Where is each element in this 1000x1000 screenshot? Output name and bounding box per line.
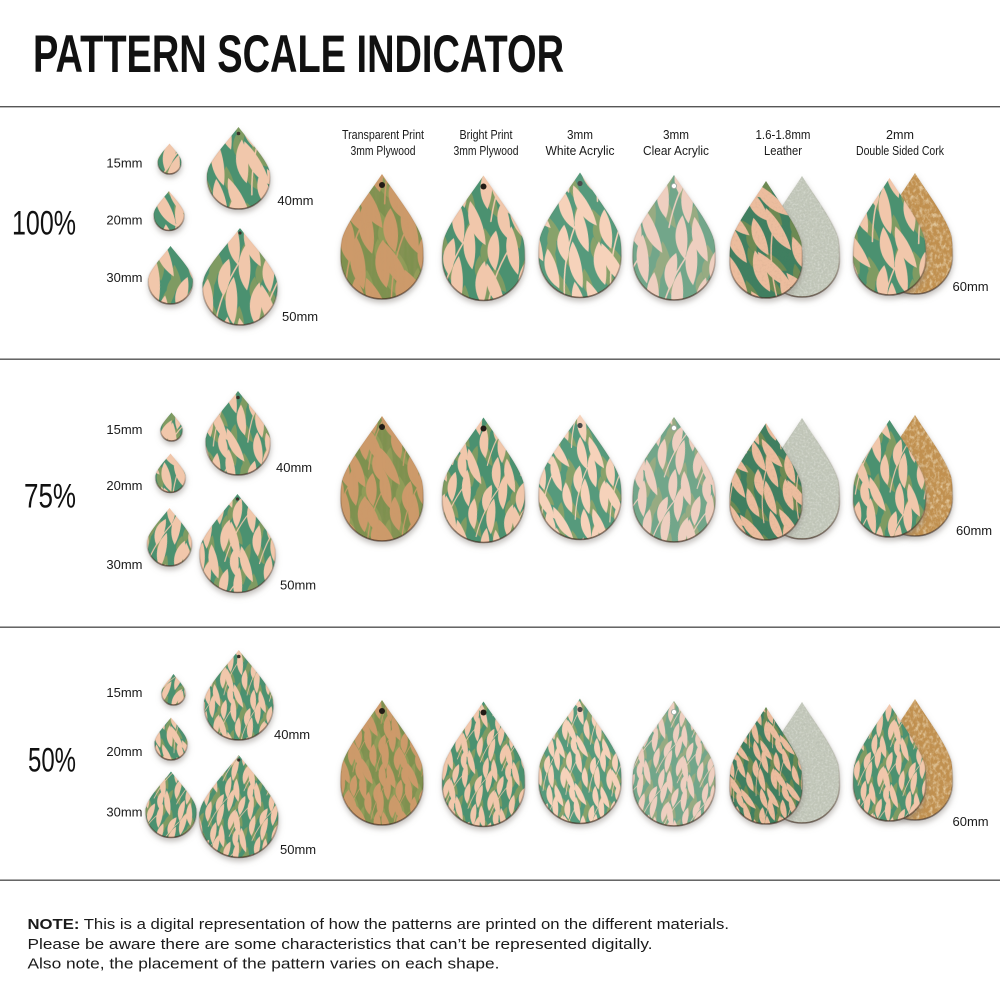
svg-text:20mm: 20mm [106, 213, 142, 228]
svg-text:15mm: 15mm [106, 422, 142, 437]
svg-text:40mm: 40mm [277, 193, 313, 208]
svg-text:50mm: 50mm [280, 578, 316, 593]
svg-text:Leather: Leather [764, 144, 802, 158]
svg-text:Bright Print: Bright Print [460, 128, 513, 142]
svg-text:PATTERN SCALE INDICATOR: PATTERN SCALE INDICATOR [33, 25, 564, 84]
svg-text:White Acrylic: White Acrylic [546, 144, 615, 158]
svg-text:Double Sided Cork: Double Sided Cork [856, 144, 945, 158]
svg-text:15mm: 15mm [106, 156, 142, 171]
svg-text:60mm: 60mm [956, 523, 992, 538]
svg-text:50mm: 50mm [282, 309, 318, 324]
svg-text:1.6-1.8mm: 1.6-1.8mm [756, 128, 811, 142]
svg-text:NOTE: This is a digital repres: NOTE: This is a digital representation o… [28, 916, 730, 933]
svg-text:15mm: 15mm [106, 685, 142, 700]
svg-text:3mm: 3mm [663, 128, 689, 142]
svg-text:30mm: 30mm [106, 805, 142, 820]
svg-text:50mm: 50mm [280, 842, 316, 857]
svg-text:Please be aware there are some: Please be aware there are some character… [28, 936, 653, 953]
svg-text:60mm: 60mm [953, 279, 989, 294]
svg-text:30mm: 30mm [106, 557, 142, 572]
svg-text:20mm: 20mm [106, 744, 142, 759]
svg-text:Clear Acrylic: Clear Acrylic [643, 144, 709, 158]
svg-text:75%: 75% [24, 478, 76, 516]
svg-text:20mm: 20mm [106, 478, 142, 493]
svg-text:3mm: 3mm [567, 128, 593, 142]
svg-text:60mm: 60mm [953, 814, 989, 829]
svg-text:40mm: 40mm [274, 727, 310, 742]
svg-text:3mm Plywood: 3mm Plywood [351, 144, 416, 158]
svg-text:Also note, the placement of th: Also note, the placement of the pattern … [28, 956, 500, 973]
svg-text:30mm: 30mm [106, 270, 142, 285]
svg-text:100%: 100% [12, 205, 76, 243]
svg-text:Transparent Print: Transparent Print [342, 128, 424, 142]
svg-text:2mm: 2mm [886, 128, 914, 142]
svg-text:50%: 50% [28, 742, 76, 780]
svg-text:3mm Plywood: 3mm Plywood [454, 144, 519, 158]
svg-text:40mm: 40mm [276, 460, 312, 475]
